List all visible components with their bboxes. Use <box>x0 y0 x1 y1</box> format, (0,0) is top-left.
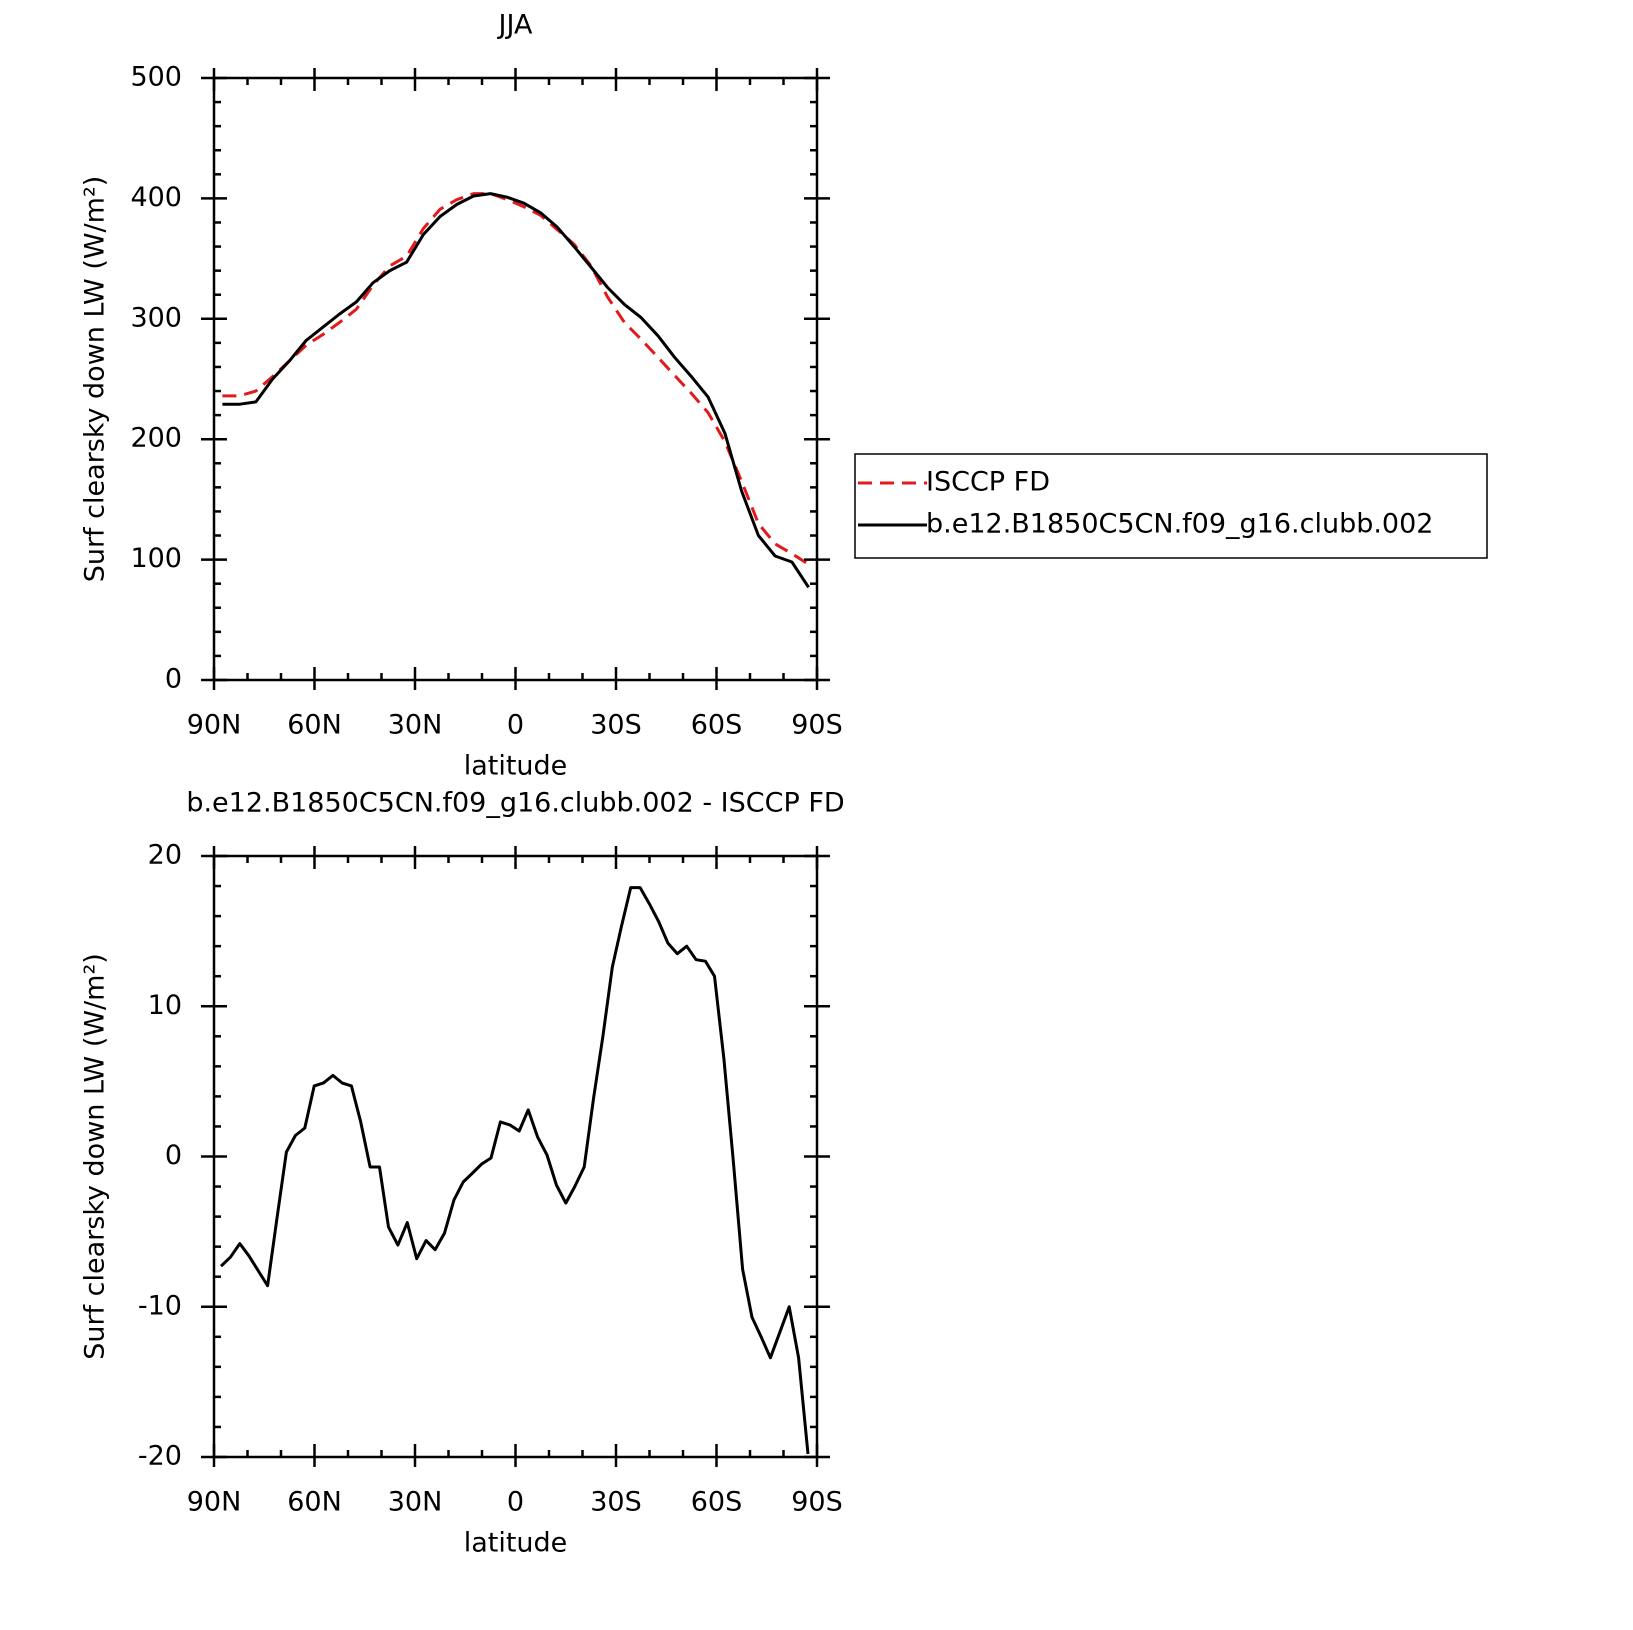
x-tick-label: 0 <box>507 1487 524 1518</box>
y-tick-label: 10 <box>148 990 182 1021</box>
y-tick-label: 0 <box>165 1140 182 1171</box>
series-line <box>222 192 810 589</box>
plot-frame <box>212 854 819 1459</box>
x-tick-label: 30S <box>590 1487 642 1518</box>
x-tick-label: 60N <box>287 710 342 741</box>
y-tick-label: -20 <box>138 1441 182 1472</box>
legend-label: ISCCP FD <box>926 467 1050 498</box>
y-tick-label: 200 <box>130 423 182 454</box>
series-line <box>222 192 810 566</box>
x-tick-label: 30S <box>590 710 642 741</box>
chart-title: JJA <box>497 10 533 41</box>
x-tick-label: 90S <box>791 1487 843 1518</box>
y-tick-label: 500 <box>130 62 182 93</box>
x-tick-label: 60S <box>691 710 743 741</box>
legend-label: b.e12.B1850C5CN.f09_g16.clubb.002 <box>926 509 1433 540</box>
y-tick-label: 20 <box>148 840 182 871</box>
x-axis-label: latitude <box>464 751 568 782</box>
legend-box <box>854 453 1488 559</box>
y-tick-label: 0 <box>165 664 182 695</box>
x-axis-label: latitude <box>464 1528 568 1559</box>
y-tick-label: 100 <box>130 543 182 574</box>
x-tick-label: 90N <box>187 1487 242 1518</box>
series-line <box>219 886 810 1455</box>
x-tick-label: 60N <box>287 1487 342 1518</box>
x-tick-label: 30N <box>388 710 443 741</box>
y-axis-label: Surf clearsky down LW (W/m²) <box>80 176 111 583</box>
x-tick-label: 0 <box>507 710 524 741</box>
x-tick-label: 90N <box>187 710 242 741</box>
y-tick-label: -10 <box>138 1290 182 1321</box>
x-tick-label: 60S <box>691 1487 743 1518</box>
y-tick-label: 300 <box>130 302 182 333</box>
chart-title: b.e12.B1850C5CN.f09_g16.clubb.002 - ISCC… <box>186 788 844 819</box>
y-tick-label: 400 <box>130 182 182 213</box>
plot-frame <box>212 76 819 682</box>
x-tick-label: 30N <box>388 1487 443 1518</box>
y-axis-label: Surf clearsky down LW (W/m²) <box>80 953 111 1360</box>
x-tick-label: 90S <box>791 710 843 741</box>
